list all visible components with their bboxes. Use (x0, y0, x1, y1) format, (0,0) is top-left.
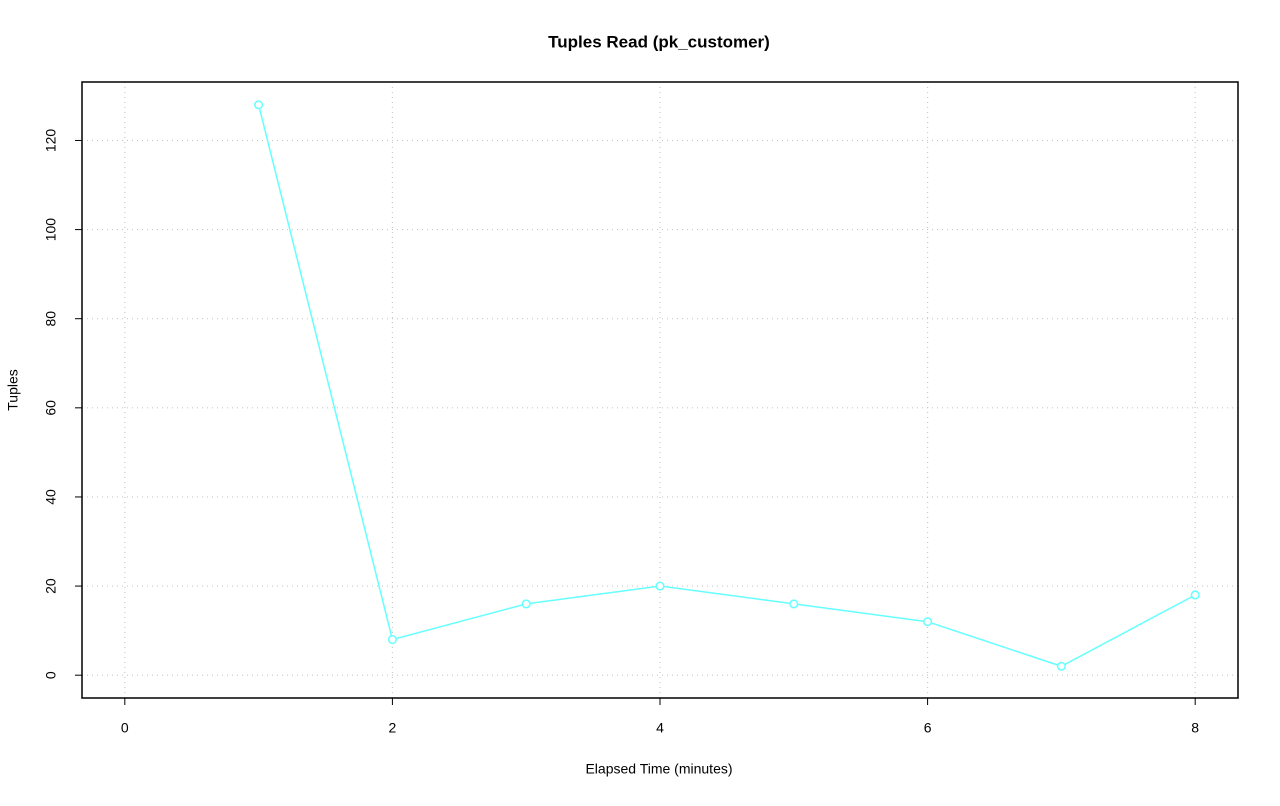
x-tick-label: 2 (389, 720, 397, 736)
y-axis-label: Tuples (5, 369, 21, 411)
y-tick-label: 20 (43, 578, 59, 594)
data-point (254, 100, 264, 110)
y-tick-label: 120 (43, 129, 59, 153)
data-point (789, 599, 799, 609)
data-point (1056, 661, 1066, 671)
y-tick-label: 60 (43, 400, 59, 416)
x-tick-label: 6 (924, 720, 932, 736)
data-point (521, 599, 531, 609)
data-point (923, 617, 933, 627)
x-axis-label: Elapsed Time (minutes) (585, 761, 732, 777)
data-point (1190, 590, 1200, 600)
x-tick-label: 0 (121, 720, 129, 736)
y-tick-label: 80 (43, 311, 59, 327)
x-tick-label: 8 (1191, 720, 1199, 736)
y-tick-label: 0 (43, 671, 59, 679)
data-point (387, 634, 397, 645)
data-point (655, 581, 665, 591)
data-line (257, 104, 1196, 668)
plot-frame (81, 81, 1239, 699)
y-tick-label: 40 (43, 489, 59, 505)
y-tick-label: 100 (43, 218, 59, 242)
chart-title: Tuples Read (pk_customer) (548, 32, 770, 51)
x-tick-label: 4 (656, 720, 664, 736)
